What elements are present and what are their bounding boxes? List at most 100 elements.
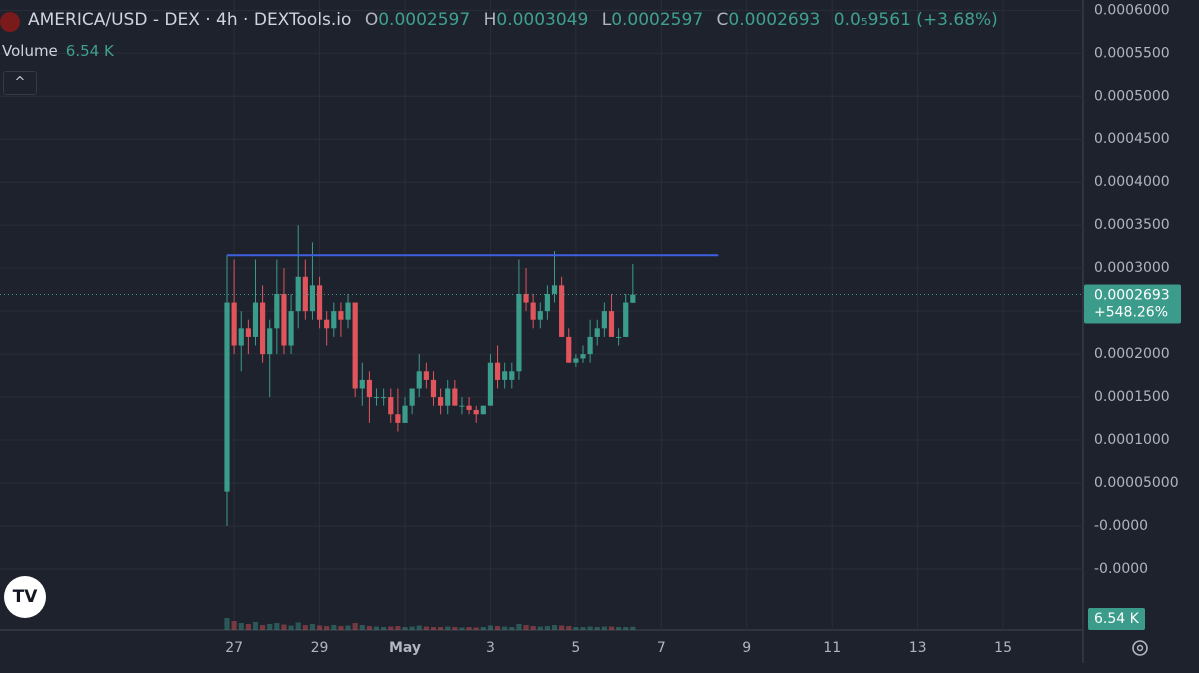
volume-bar [309, 624, 316, 630]
candle-body [302, 276, 308, 312]
candle-body [267, 328, 273, 355]
candle-body [331, 311, 337, 329]
volume-bar [530, 626, 536, 630]
candle-body [288, 311, 294, 346]
candle-body [260, 302, 266, 355]
volume-bar [466, 627, 472, 630]
candle-body [416, 371, 422, 389]
volume-bar [423, 626, 429, 630]
candle-body [359, 379, 365, 389]
y-tick-label: 0.0001000 [1094, 432, 1170, 448]
candle-body [345, 302, 351, 320]
candle-body [509, 371, 515, 380]
volume-bar [331, 625, 337, 630]
volume-bar [580, 627, 586, 630]
candle-body [352, 302, 358, 389]
volume-bar [245, 624, 251, 630]
candle-body [309, 285, 316, 312]
candle-body [459, 405, 465, 407]
volume-bar [316, 625, 323, 630]
volume-bar [324, 626, 330, 630]
volume-bar [338, 626, 344, 630]
candle-body [487, 362, 494, 406]
candle-body [523, 293, 529, 303]
candle-body [366, 379, 372, 398]
y-tick-label: 0.0003500 [1094, 217, 1170, 233]
volume-bar [409, 626, 415, 630]
volume-title: Volume [2, 42, 58, 60]
y-tick-label: 0.0003000 [1094, 260, 1170, 276]
h-value: 0.0003049 [496, 10, 589, 30]
candle-body [402, 405, 408, 423]
volume-label-box [1088, 608, 1145, 630]
x-tick-label: 13 [909, 640, 927, 656]
volume-bar [352, 623, 358, 630]
candle-body [224, 302, 230, 492]
price-label-box [1084, 284, 1181, 324]
candle-body [388, 397, 394, 415]
volume-bar [388, 626, 394, 630]
candle-body [381, 397, 387, 399]
volume-bar [544, 626, 550, 630]
volume-bar [302, 625, 308, 630]
volume-bar [381, 627, 387, 630]
candle-body [551, 285, 558, 294]
candle-body [630, 294, 636, 303]
y-tick-label: -0.0000 [1094, 561, 1148, 577]
volume-bar [594, 627, 600, 630]
x-tick-label: 5 [571, 640, 580, 656]
collapse-button[interactable]: ^ [3, 71, 37, 95]
l-key: L [601, 10, 612, 30]
x-tick-label: 7 [657, 640, 666, 656]
x-tick-label: 27 [225, 640, 243, 656]
volume-bar [373, 626, 380, 630]
volume-bar [438, 627, 444, 630]
candle-body [252, 302, 259, 337]
candle-body [245, 328, 251, 337]
volume-bar [267, 624, 273, 630]
tv-logo[interactable]: TV [4, 576, 46, 618]
volume-bar [623, 627, 629, 630]
y-tick-label: 0.0001500 [1094, 389, 1170, 405]
volume-bar [573, 627, 579, 630]
candle-body [438, 397, 444, 406]
y-tick-label: 0.0004000 [1094, 174, 1170, 190]
candle-body [537, 311, 543, 320]
legend-header: AMERICA/USD - DEX · 4h · DEXTools.io O0.… [28, 10, 998, 30]
volume-bar [502, 626, 508, 630]
volume-bar [494, 626, 501, 630]
volume-bar [509, 627, 515, 630]
volume-bar [566, 626, 572, 630]
settings-icon[interactable] [1132, 640, 1148, 656]
volume-value: 6.54 K [65, 42, 114, 60]
candle-body [338, 311, 344, 320]
candle-body [516, 293, 522, 372]
candle-body [544, 293, 550, 312]
o-value: 0.0002597 [378, 10, 471, 30]
volume-bar [445, 626, 451, 630]
volume-bar [459, 627, 465, 630]
candle-body [423, 371, 429, 380]
candle-body [566, 336, 572, 363]
x-tick-label: 3 [486, 640, 495, 656]
candle-body [238, 328, 244, 346]
candle-body [480, 405, 486, 415]
c-value: 0.0002693 [728, 10, 821, 30]
volume-bar [224, 618, 230, 630]
c-key: C [716, 10, 729, 30]
volume-bar [252, 622, 259, 630]
volume-bar [473, 627, 479, 630]
o-key: O [364, 10, 379, 30]
y-tick-label: 0.00005000 [1094, 475, 1179, 491]
volume-bar [295, 622, 301, 630]
candle-body [587, 336, 593, 355]
x-tick-label: 29 [311, 640, 329, 656]
candle-body [281, 293, 287, 346]
candle-body [594, 328, 600, 337]
candle-body [530, 302, 536, 320]
y-tick-label: 0.0002500 [1094, 303, 1170, 319]
candle-body [502, 371, 508, 380]
volume-bar [551, 625, 558, 630]
